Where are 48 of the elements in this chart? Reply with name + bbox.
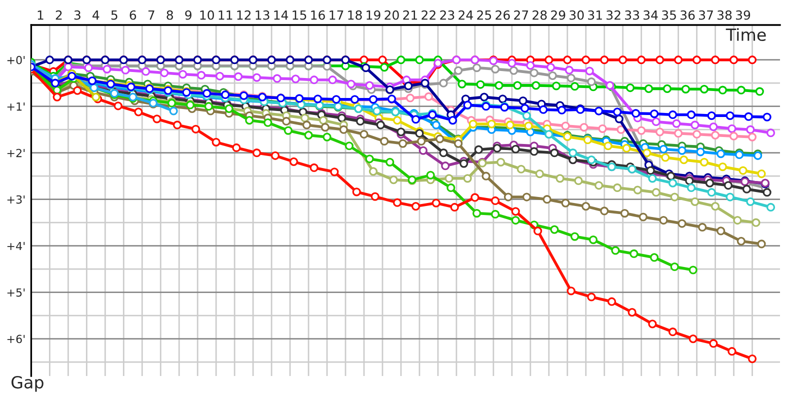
x-tick-label: 5: [111, 10, 118, 20]
x-tick-label: 14: [274, 10, 288, 20]
y-axis-title: Gap: [12, 376, 44, 392]
x-tick-label: 34: [644, 10, 658, 20]
x-tick-label: 17: [330, 10, 344, 20]
x-tick-label: 35: [662, 10, 676, 20]
x-tick-label: 13: [256, 10, 270, 20]
x-tick-label: 24: [458, 10, 473, 20]
x-tick-label: 38: [718, 10, 732, 20]
x-tick-label: 11: [218, 10, 232, 20]
x-tick-label: 3: [74, 10, 80, 20]
y-tick-label: +1': [7, 102, 25, 111]
y-tick-label: +4': [7, 242, 25, 250]
x-tick-label: 36: [680, 10, 695, 20]
x-tick-label: 7: [148, 10, 154, 20]
x-tick-label: 2: [56, 10, 62, 20]
x-tick-label: 9: [185, 10, 192, 20]
x-tick-label: 18: [348, 10, 362, 20]
x-tick-label: 31: [588, 10, 602, 20]
y-tick-label: +2': [7, 148, 25, 158]
x-tick-label: 30: [570, 10, 584, 20]
x-tick-label: 8: [166, 10, 173, 20]
y-tick-label: +3': [7, 195, 25, 204]
x-axis-title: Time: [726, 28, 766, 42]
y-tick-label: +0': [7, 56, 25, 64]
x-tick-label: 33: [625, 10, 640, 20]
x-tick-label: 4: [92, 10, 100, 20]
y-tick-label: +6': [7, 334, 25, 344]
x-tick-label: 22: [422, 10, 436, 20]
x-tick-label: 39: [736, 10, 750, 20]
x-tick-label: 20: [384, 10, 399, 20]
x-tick-label: 29: [551, 10, 566, 20]
x-tick-label: 10: [200, 10, 214, 20]
x-tick-label: 16: [311, 10, 325, 20]
x-tick-label: 6: [130, 10, 136, 20]
x-tick-label: 19: [366, 10, 380, 20]
x-tick-label: 37: [699, 10, 713, 20]
y-tick-label: +5': [7, 288, 25, 297]
x-tick-label: 1: [38, 10, 44, 20]
x-tick-label: 12: [237, 10, 251, 20]
x-tick-label: 15: [292, 10, 306, 20]
x-tick-label: 21: [403, 10, 418, 20]
x-tick-label: 23: [440, 10, 454, 20]
x-tick-label: 26: [496, 10, 510, 20]
x-tick-label: 27: [514, 10, 528, 20]
x-tick-label: 32: [606, 10, 620, 20]
x-tick-label: 28: [532, 10, 547, 20]
x-tick-label: 25: [477, 10, 492, 20]
